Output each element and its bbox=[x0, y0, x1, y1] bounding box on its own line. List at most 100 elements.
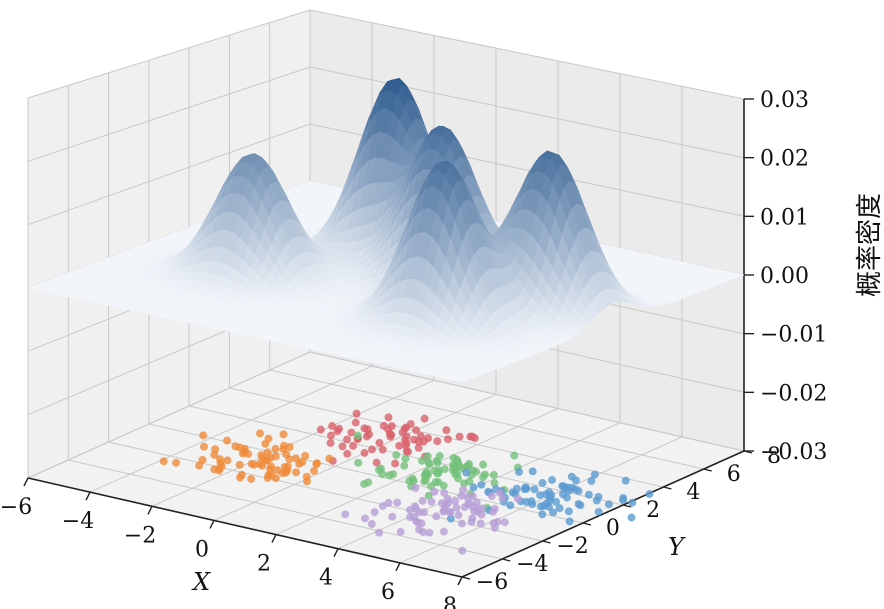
scatter-point bbox=[215, 455, 225, 464]
scatter-point bbox=[487, 492, 496, 501]
scatter-point bbox=[520, 485, 529, 494]
x-tick-label: 0 bbox=[195, 537, 209, 562]
scatter-point bbox=[478, 473, 488, 482]
scatter-point bbox=[334, 424, 344, 433]
scatter-point bbox=[211, 445, 220, 454]
scatter-point bbox=[412, 426, 421, 435]
scatter-point bbox=[594, 492, 603, 501]
scatter-point bbox=[263, 455, 272, 464]
y-tick-label: 2 bbox=[646, 498, 660, 523]
scatter-point bbox=[628, 498, 637, 507]
scatter-point bbox=[291, 454, 300, 463]
y-tick-label: 8 bbox=[767, 444, 781, 469]
scatter-point bbox=[506, 501, 515, 510]
y-axis-label: Y bbox=[668, 533, 686, 561]
scatter-point bbox=[379, 421, 388, 430]
x-tick-mark bbox=[457, 576, 463, 586]
scatter-point bbox=[627, 513, 636, 522]
scatter-point bbox=[392, 450, 401, 460]
z-tick-label: 0.00 bbox=[760, 264, 809, 289]
scatter-point bbox=[442, 426, 451, 435]
scatter-point bbox=[263, 448, 272, 457]
x-tick-mark bbox=[85, 491, 91, 501]
scatter-point bbox=[584, 490, 594, 499]
scatter-point bbox=[223, 456, 232, 465]
scatter-point bbox=[424, 458, 433, 467]
scatter-point bbox=[451, 497, 460, 506]
scatter-point bbox=[488, 507, 498, 516]
x-tick-mark bbox=[147, 505, 153, 515]
scatter-point bbox=[444, 499, 453, 508]
z-tick-label: −0.02 bbox=[760, 381, 827, 406]
scatter-point bbox=[222, 436, 232, 445]
surface-facet bbox=[453, 378, 468, 383]
scatter-point bbox=[354, 458, 363, 467]
scatter-point bbox=[439, 527, 448, 536]
y-tick-mark bbox=[663, 486, 672, 490]
x-tick-label: −6 bbox=[0, 495, 32, 520]
z-axis-label: 概率密度 bbox=[855, 193, 884, 297]
gridline-z bbox=[27, 66, 745, 162]
scatter-point bbox=[479, 460, 488, 469]
scatter-point bbox=[215, 466, 224, 475]
scatter-point bbox=[564, 507, 574, 516]
scatter-point bbox=[367, 445, 377, 454]
scatter-point bbox=[401, 454, 410, 463]
scatter-point bbox=[443, 435, 453, 444]
scatter-point bbox=[571, 476, 581, 485]
scatter-point bbox=[410, 502, 419, 511]
scatter-point bbox=[302, 472, 311, 481]
y-tick-mark bbox=[542, 540, 551, 544]
scatter-point bbox=[388, 512, 397, 521]
scatter-point bbox=[528, 500, 537, 509]
gridline-z bbox=[27, 351, 745, 479]
scatter-point bbox=[457, 519, 466, 528]
x-tick-label: 4 bbox=[319, 566, 333, 591]
scatter-point bbox=[476, 519, 485, 528]
scatter-point bbox=[512, 484, 521, 493]
x-tick-mark bbox=[23, 477, 29, 487]
scatter-point bbox=[235, 460, 244, 469]
scatter-point bbox=[498, 494, 507, 503]
scatter-point bbox=[451, 470, 460, 479]
scatter-point bbox=[271, 444, 280, 453]
y-tick-mark bbox=[703, 468, 712, 472]
y-tick-label: 0 bbox=[606, 516, 620, 541]
y-tick-mark bbox=[582, 522, 592, 526]
y-tick-label: −6 bbox=[476, 570, 508, 595]
scatter-point bbox=[452, 503, 461, 512]
scatter-point bbox=[567, 483, 577, 492]
scatter-point bbox=[427, 497, 436, 506]
scatter-point bbox=[384, 413, 393, 422]
scatter-point bbox=[468, 432, 477, 441]
z-tick-label: −0.01 bbox=[760, 323, 827, 348]
x-axis-label: X bbox=[191, 568, 211, 596]
x-tick-label: −2 bbox=[124, 523, 156, 548]
scatter-point bbox=[434, 478, 443, 487]
scatter-point bbox=[549, 508, 558, 517]
scatter-point bbox=[440, 488, 449, 497]
scatter-point bbox=[467, 517, 476, 526]
y-tick-mark bbox=[502, 558, 511, 562]
y-tick-label: −4 bbox=[516, 552, 548, 577]
scatter-point bbox=[489, 470, 498, 479]
scatter-point bbox=[309, 466, 319, 475]
scatter-point bbox=[292, 468, 301, 477]
scatter-point bbox=[343, 449, 352, 458]
scatter-point bbox=[420, 414, 429, 423]
scatter-point bbox=[574, 486, 583, 496]
scatter-point bbox=[545, 488, 554, 497]
scatter-point bbox=[271, 474, 280, 483]
scatter-point bbox=[326, 438, 335, 448]
scatter-point bbox=[312, 459, 322, 468]
y-axis-line bbox=[461, 450, 745, 578]
scatter-point bbox=[423, 470, 432, 480]
scatter-point bbox=[378, 501, 387, 511]
scatter-point bbox=[594, 507, 603, 516]
scatter-point bbox=[365, 430, 374, 439]
scatter-point bbox=[247, 459, 256, 468]
x-tick-mark bbox=[395, 562, 401, 572]
scatter-point bbox=[419, 528, 428, 537]
x-tick-mark bbox=[209, 520, 215, 529]
scatter-point bbox=[454, 510, 463, 520]
